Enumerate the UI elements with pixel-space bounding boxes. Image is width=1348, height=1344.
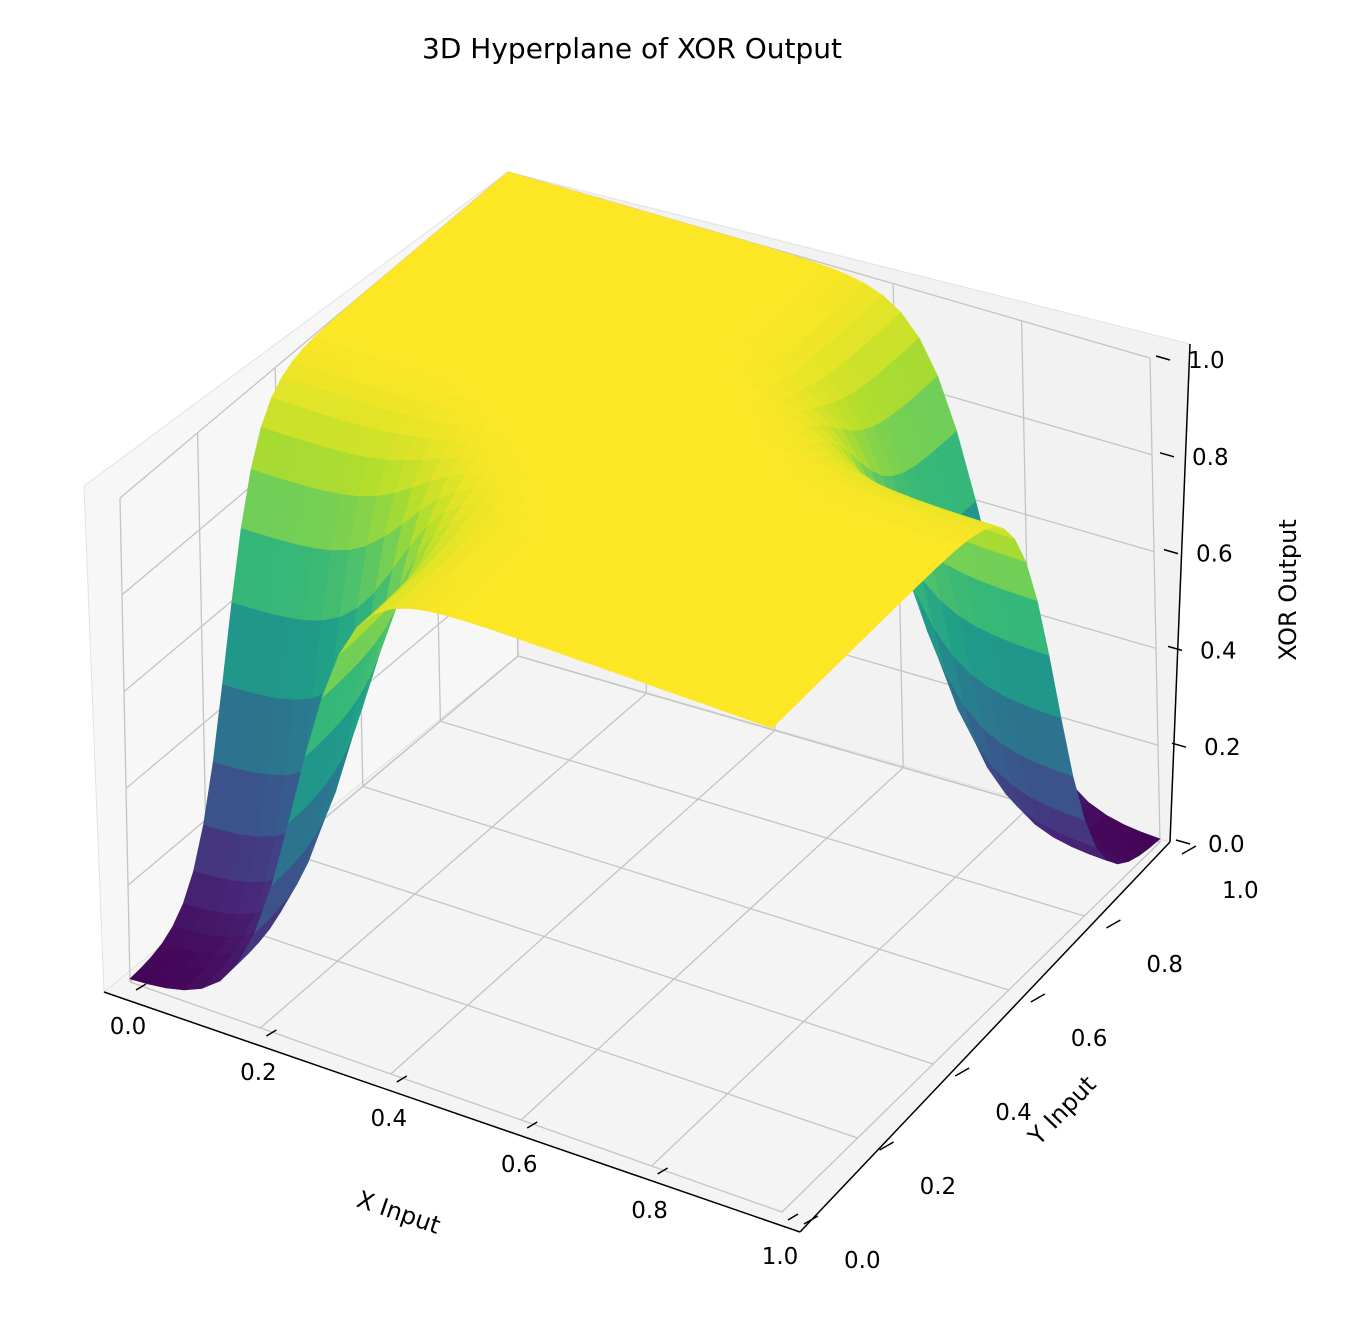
- x-tick-1: [266, 1029, 277, 1037]
- x-tick-3: [526, 1121, 538, 1129]
- surface: [129, 171, 1161, 991]
- x-tick-0: [135, 983, 147, 991]
- x-tick-label-1: 0.2: [240, 1060, 277, 1086]
- floor-grid-x-3: [520, 767, 904, 1121]
- y-tick-label-4: 0.8: [1146, 952, 1183, 978]
- y-tick-3: [1030, 993, 1046, 1003]
- x-axis: 0.0 0.2 0.4 0.6 0.8 1.0: [103, 983, 801, 1270]
- y-tick-5: [1181, 845, 1197, 855]
- floor-grid-y-4: [440, 720, 1085, 917]
- z-tick-0: [1175, 839, 1191, 845]
- floor-grid-y-2: [284, 850, 934, 1065]
- x-axis-label: X Input: [353, 1185, 444, 1240]
- chart-title: 3D Hyperplane of XOR Output: [422, 32, 842, 65]
- z-tick-3: [1163, 548, 1179, 555]
- z-tick-label-2: 0.4: [1200, 638, 1237, 664]
- floor-grid-x-4: [651, 804, 1033, 1167]
- y-tick-label-0: 0.0: [844, 1248, 881, 1274]
- floor-grid-y-3: [362, 785, 1009, 991]
- z-tick-label-4: 0.8: [1192, 445, 1229, 471]
- y-tick-label-2: 0.4: [995, 1100, 1032, 1126]
- z-tick-label-0: 0.0: [1208, 832, 1245, 858]
- floor-grid-y-0: [129, 981, 783, 1213]
- z-tick-2: [1167, 645, 1183, 652]
- x-tick-label-0: 0.0: [110, 1014, 147, 1040]
- y-tick-0: [803, 1215, 819, 1225]
- side-grid-y-0: [119, 497, 131, 983]
- x-tick-label-3: 0.6: [501, 1152, 538, 1178]
- z-tick-5: [1155, 355, 1171, 361]
- z-axis: 0.0 0.2 0.4 0.6 0.8 1.0: [1155, 343, 1245, 858]
- z-tick-label-3: 0.6: [1196, 542, 1233, 568]
- x-tick-4: [657, 1167, 668, 1175]
- y-tick-2: [954, 1067, 970, 1077]
- y-tick-label-1: 0.2: [920, 1174, 957, 1200]
- y-axis-line: [799, 841, 1171, 1233]
- floor-grid-x-2: [390, 729, 776, 1075]
- x-tick-5: [787, 1213, 799, 1221]
- y-tick-label-5: 1.0: [1222, 878, 1259, 904]
- x-axis-line: [103, 991, 801, 1233]
- floor-grid-y-1: [207, 916, 858, 1139]
- floor-grid-x-1: [259, 692, 647, 1029]
- floor-grid-x-5: [781, 841, 1161, 1213]
- z-tick-1: [1171, 742, 1187, 748]
- z-axis-line: [1169, 343, 1191, 843]
- y-tick-1: [879, 1141, 894, 1151]
- x-tick-label-4: 0.8: [631, 1198, 668, 1224]
- back-grid-x-5: [1149, 357, 1161, 843]
- y-tick-4: [1106, 919, 1121, 929]
- y-tick-label-3: 0.6: [1071, 1026, 1108, 1052]
- x-tick-label-5: 1.0: [762, 1244, 799, 1270]
- z-tick-4: [1159, 452, 1175, 458]
- surface-patch-35-0: [753, 711, 784, 729]
- y-axis: 0.0 0.2 0.4 0.6 0.8 1.0: [799, 841, 1259, 1274]
- x-tick-2: [396, 1075, 408, 1083]
- z-tick-label-5: 1.0: [1188, 348, 1225, 374]
- z-axis-label: XOR Output: [1274, 519, 1302, 660]
- y-axis-label: Y Input: [1022, 1070, 1101, 1151]
- z-tick-label-1: 0.2: [1204, 735, 1241, 761]
- x-tick-label-2: 0.4: [371, 1106, 408, 1132]
